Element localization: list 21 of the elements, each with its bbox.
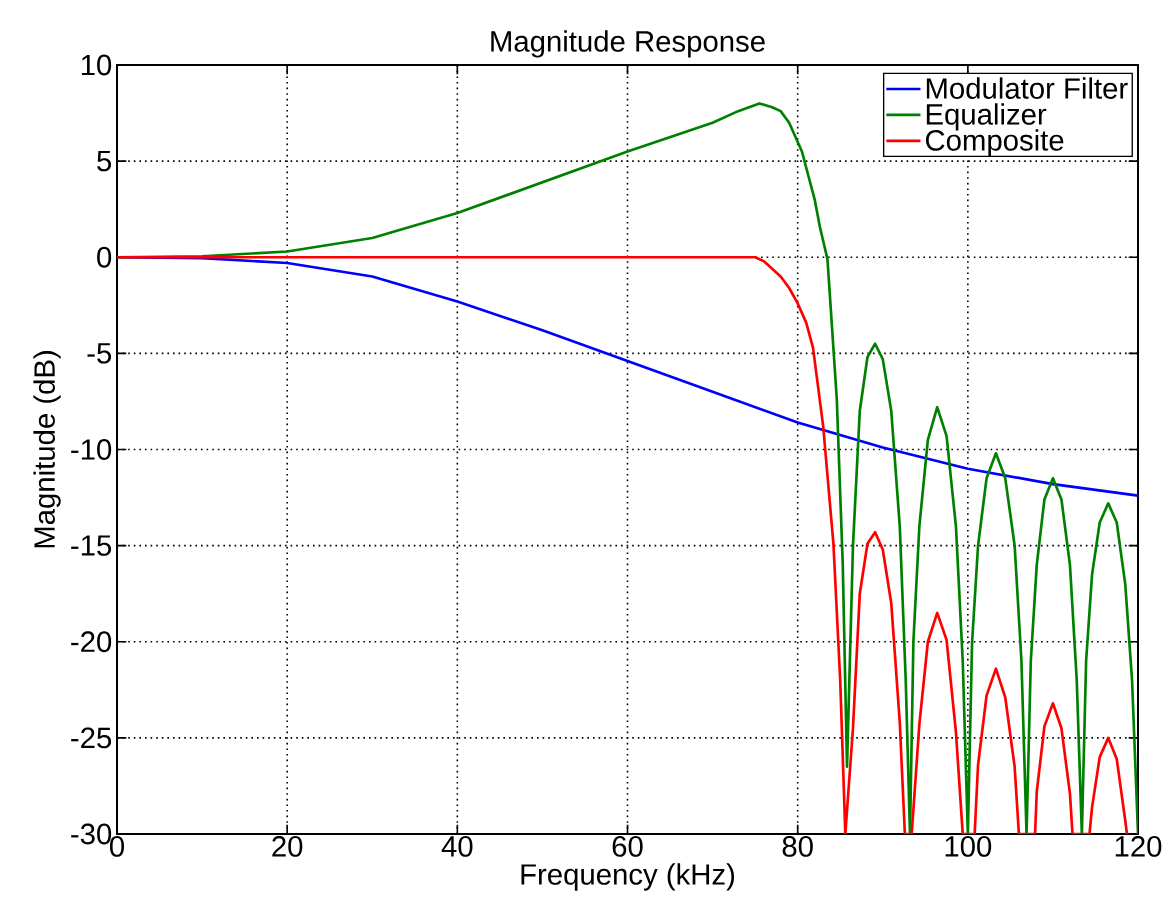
x-axis-title: Frequency (kHz) xyxy=(521,863,735,891)
x-tick-label: 80 xyxy=(782,836,813,857)
legend-label: Composite xyxy=(925,129,1064,157)
legend-label: Modulator Filter xyxy=(926,77,1128,99)
y-tick-label: 10 xyxy=(81,54,112,76)
y-axis-title: Magnitude (dB) xyxy=(33,351,61,548)
y-tick-label: -5 xyxy=(87,343,112,364)
x-tick-label: 20 xyxy=(272,836,303,857)
chart-title: Magnitude Response xyxy=(491,30,765,58)
y-tick-label: -20 xyxy=(71,631,112,653)
y-tick-label: -10 xyxy=(71,439,112,460)
legend-label: Equalizer xyxy=(926,103,1047,131)
y-tick-label: 5 xyxy=(97,150,112,172)
y-tick-label: 0 xyxy=(97,246,112,268)
x-tick-label: 120 xyxy=(1115,836,1162,857)
y-tick-label: -30 xyxy=(71,823,112,845)
y-tick-label: -25 xyxy=(71,727,112,749)
x-tick-label: 100 xyxy=(945,836,992,857)
x-tick-label: 40 xyxy=(441,836,473,857)
x-tick-label: 60 xyxy=(612,836,643,857)
y-tick-label: -15 xyxy=(71,535,112,556)
